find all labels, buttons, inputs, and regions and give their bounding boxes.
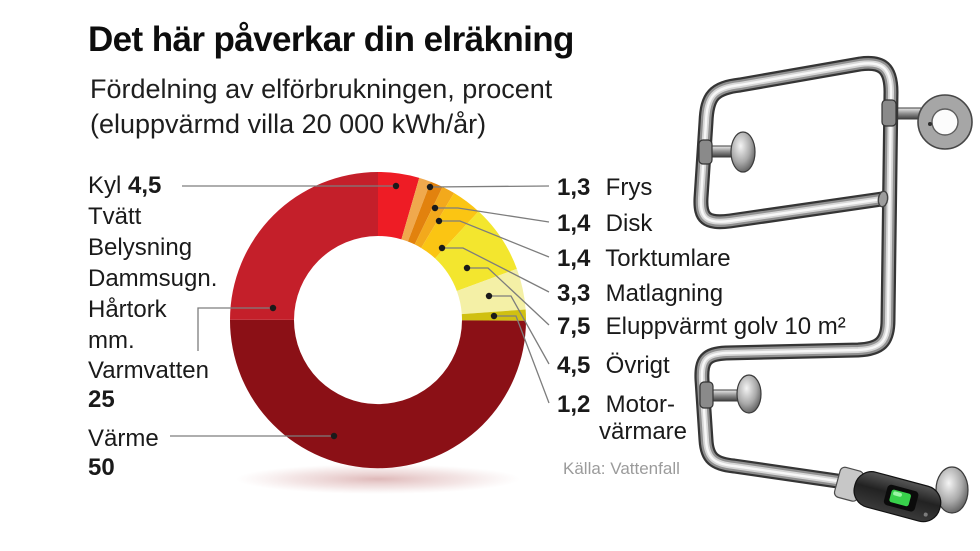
label-frys: 1,3 Frys — [557, 174, 652, 201]
chart-subtitle: Fördelning av elförbrukningen, procent (… — [90, 72, 552, 142]
wall-mount-upper-left-icon — [709, 131, 756, 173]
page-title: Det här påverkar din elräkning — [88, 20, 574, 59]
switch-housing — [833, 466, 942, 523]
label-torktumlare-name: Torktumlare — [605, 245, 731, 272]
donut-slice-kyl — [378, 172, 420, 240]
leader-dots — [269, 182, 498, 440]
label-hartork: Hårtork — [88, 296, 167, 323]
label-matlagning-name: Matlagning — [605, 280, 724, 307]
label-motorvarmare-name-line1: Motor- — [605, 391, 676, 418]
label-eluppvarmt-golv: 7,5 Eluppvärmt golv 10 m² — [557, 313, 846, 340]
label-torktumlare: 1,4 Torktumlare — [557, 245, 731, 272]
label-matlagning: 3,3 Matlagning — [557, 280, 723, 307]
label-ovrigt-value: 4,5 — [557, 352, 591, 379]
label-motorvarmare-name-line2: värmare — [599, 418, 688, 445]
label-mm: mm. — [88, 327, 135, 354]
wall-mount-lower-right-icon — [935, 466, 969, 514]
donut-slice-v-rme — [229, 319, 527, 469]
chrome-tube — [693, 55, 899, 492]
label-matlagning-value: 3,3 — [557, 280, 591, 307]
label-dammsugn: Dammsugn. — [88, 265, 218, 292]
donut-slice-disk — [407, 181, 443, 245]
label-varmvatten-name: Varmvatten — [88, 357, 209, 384]
label-motorvarmare: 1,2 Motor- värmare — [557, 391, 687, 445]
label-torktumlare-value: 1,4 — [557, 245, 591, 272]
subtitle-line-1: Fördelning av elförbrukningen, procent — [90, 74, 553, 104]
donut-slice-frys — [401, 177, 431, 242]
donut-slice-varmvatten — [230, 172, 378, 320]
source-credit: Källa: Vattenfall — [563, 459, 680, 478]
label-eluppvarmt-golv-value: 7,5 — [557, 313, 591, 340]
label-belysning: Belysning — [88, 234, 193, 261]
donut-shadow — [236, 464, 520, 494]
label-ovrigt: 4,5 Övrigt — [557, 352, 670, 379]
label-group-kyl: Kyl 4,5 Tvätt Belysning Dammsugn. Hårtor… — [88, 170, 217, 356]
label-kyl-value: 4,5 — [128, 172, 162, 199]
wall-mount-upper-right-icon — [893, 94, 973, 150]
leader-lines — [170, 185, 550, 437]
subtitle-line-2: (eluppvärmd villa 20 000 kWh/år) — [90, 109, 487, 139]
wall-mount-lower-left-icon — [711, 374, 762, 414]
label-tvatt: Tvätt — [88, 203, 142, 230]
label-kyl: Kyl 4,5 — [88, 170, 217, 201]
towel-rail-photo — [693, 55, 973, 523]
label-disk-name: Disk — [605, 210, 653, 237]
label-kyl-name: Kyl — [88, 172, 122, 199]
label-eluppvarmt-golv-name: Eluppvärmt golv 10 m² — [605, 313, 846, 340]
tube-end-cap — [877, 190, 889, 208]
donut-slice-eluppv-rmt-golv-10-m- — [435, 211, 517, 291]
tube-clamps — [698, 99, 897, 409]
donut-slices — [229, 172, 527, 469]
label-disk-value: 1,4 — [557, 210, 591, 237]
label-group-varmvatten: Varmvatten 25 — [88, 355, 209, 414]
label-motorvarmare-value: 1,2 — [557, 391, 591, 418]
label-varme-value: 50 — [88, 454, 115, 481]
donut-slice--vrigt — [456, 268, 526, 315]
donut-slice-torktumlare — [414, 186, 455, 248]
label-varmvatten-value: 25 — [88, 386, 115, 413]
label-group-varme: Värme 50 — [88, 423, 159, 482]
label-frys-name: Frys — [605, 174, 653, 201]
label-ovrigt-name: Övrigt — [605, 352, 670, 379]
label-disk: 1,4 Disk — [557, 210, 652, 237]
label-varme-name: Värme — [88, 425, 159, 452]
label-frys-value: 1,3 — [557, 174, 591, 201]
